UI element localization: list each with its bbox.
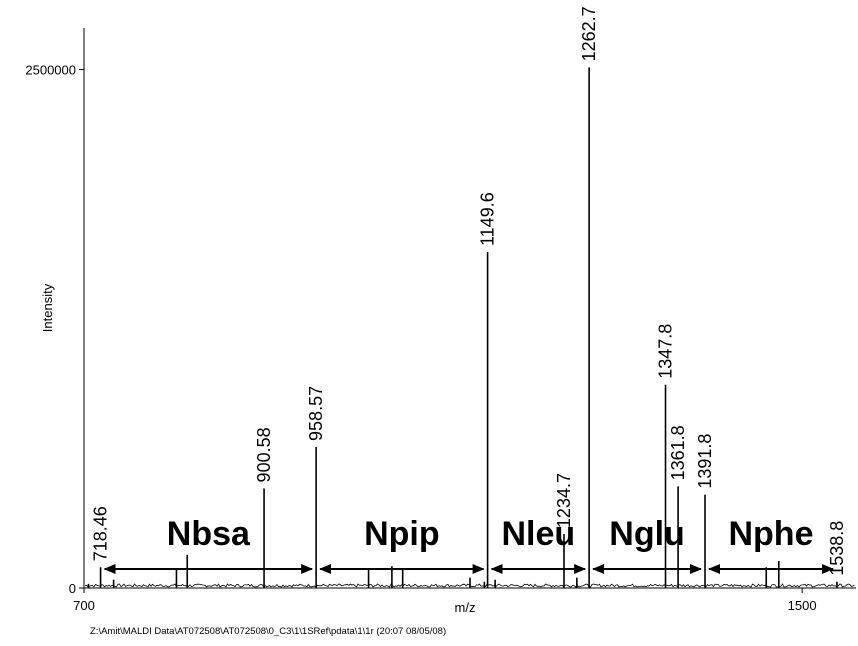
x-tick-label: 700 [73, 598, 95, 613]
region-label: Nglu [609, 515, 685, 553]
y-tick-label: 0 [69, 581, 76, 596]
peak-label: 958.57 [306, 386, 326, 441]
peak-label: 1538.8 [827, 521, 847, 576]
x-axis-label: m/z [455, 600, 476, 615]
peak-label: 1234.7 [554, 473, 574, 528]
region-label: Nbsa [167, 515, 251, 553]
region-label: Nleu [502, 515, 576, 553]
region-label: Nphe [728, 515, 813, 553]
region-label: Npip [364, 515, 440, 553]
peak-label: 718.46 [91, 506, 111, 561]
peak-label: 1347.8 [656, 324, 676, 379]
x-tick-label: 1500 [788, 598, 817, 613]
peak-label: 1262.7 [579, 6, 599, 61]
plot-area: 0 2500000 700 1500 m/z Intensity 718.46 900.58 9… [25, 6, 856, 615]
peak-label: 1149.6 [478, 192, 498, 246]
file-path-footer: Z:\Amit\MALDI Data\AT072508\AT072508\0_C… [90, 626, 447, 637]
y-axis-label: Intensity [40, 283, 55, 332]
peak-label: 1391.8 [695, 434, 715, 489]
y-tick-label: 2500000 [25, 62, 76, 77]
peak-label: 1361.8 [668, 425, 688, 480]
peak-label: 900.58 [254, 427, 274, 482]
